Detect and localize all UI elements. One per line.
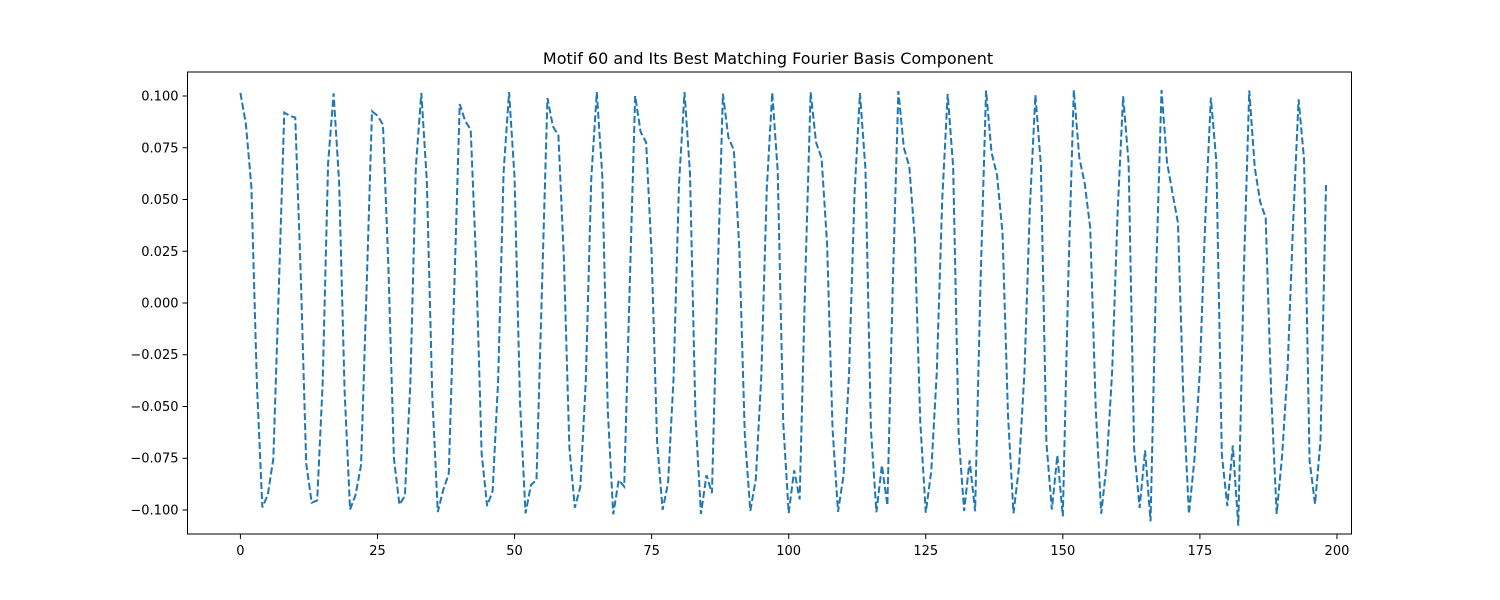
y-tick-label: −0.050 (130, 400, 178, 415)
x-tick-label: 200 (1325, 544, 1350, 559)
y-tick-label: 0.050 (141, 193, 178, 208)
y-tick-label: 0.100 (141, 90, 178, 105)
y-tick-label: 0.025 (141, 245, 178, 260)
chart-title: Motif 60 and Its Best Matching Fourier B… (543, 49, 993, 68)
x-tick-label: 125 (913, 544, 938, 559)
x-tick-label: 150 (1050, 544, 1075, 559)
y-tick-label: −0.100 (130, 503, 178, 518)
y-tick-label: 0.075 (141, 141, 178, 156)
y-tick-label: −0.075 (130, 452, 178, 467)
x-tick-label: 25 (369, 544, 386, 559)
y-axis: −0.100 −0.075 −0.050 −0.025 0.000 0.025 0.050 0… (130, 90, 188, 518)
x-tick-label: 75 (643, 544, 660, 559)
series-layer (239, 89, 1327, 526)
x-tick-label: 0 (236, 544, 244, 559)
series-line-0 (239, 89, 1327, 526)
x-tick-label: 175 (1187, 544, 1212, 559)
x-tick-label: 100 (776, 544, 801, 559)
x-axis: 0 25 50 75 100 125 150 175 200 (236, 534, 1349, 559)
y-tick-label: −0.025 (130, 348, 178, 363)
y-tick-label: 0.000 (141, 297, 178, 312)
x-tick-label: 50 (506, 544, 523, 559)
